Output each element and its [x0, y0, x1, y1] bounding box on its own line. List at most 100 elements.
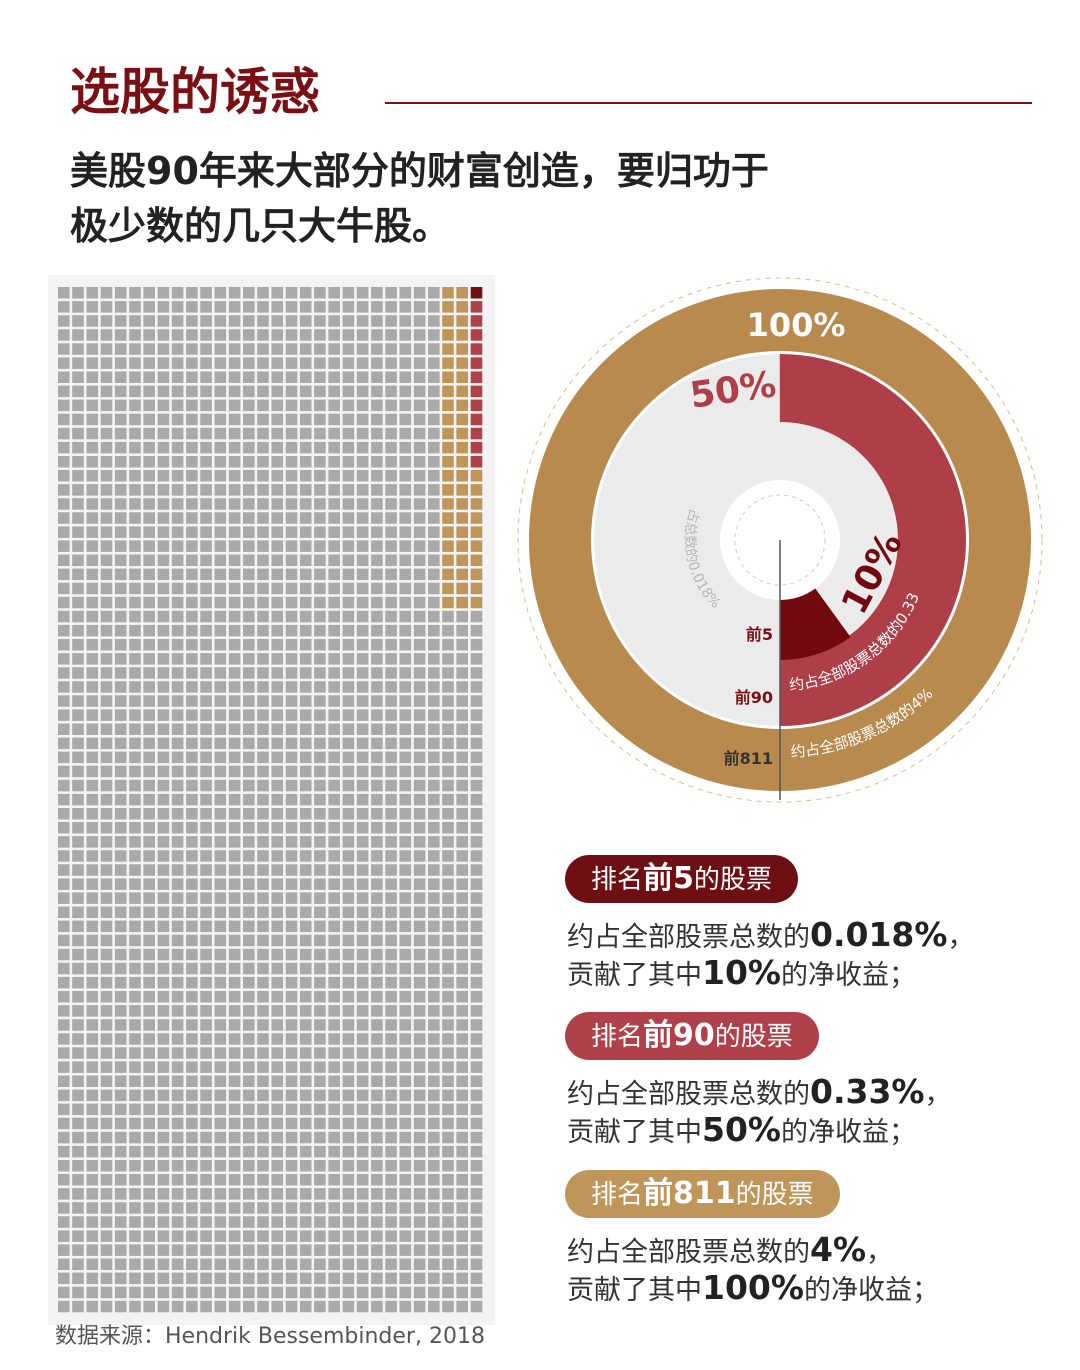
waffle-cell: [257, 1286, 269, 1299]
waffle-cell: [413, 596, 426, 609]
waffle-cell: [228, 540, 241, 552]
waffle-cell: [356, 427, 369, 440]
waffle-cell: [428, 653, 440, 665]
waffle-cell: [299, 1061, 312, 1073]
waffle-cell: [456, 456, 468, 468]
waffle-cell: [171, 526, 184, 538]
waffle-cell: [200, 456, 212, 468]
waffle-cell: [228, 582, 241, 595]
waffle-cell: [114, 582, 127, 595]
waffle-cell: [271, 427, 284, 440]
waffle-cell: [228, 610, 241, 623]
waffle-cell: [413, 1005, 426, 1017]
waffle-cell: [228, 1103, 241, 1116]
waffle-cell: [171, 850, 184, 862]
waffle-cell: [114, 1061, 127, 1073]
waffle-cell: [186, 653, 198, 665]
waffle-cell: [257, 709, 269, 721]
waffle-cell: [299, 1258, 312, 1270]
waffle-cell: [200, 1174, 212, 1186]
waffle-cell: [328, 920, 340, 933]
waffle-cell: [470, 399, 483, 412]
waffle-cell: [342, 808, 355, 820]
waffle-cell: [171, 695, 184, 707]
waffle-cell: [470, 610, 483, 623]
waffle-cell: [143, 1131, 155, 1144]
waffle-cell: [314, 779, 326, 792]
waffle-cell: [356, 540, 369, 552]
waffle-cell: [299, 1131, 312, 1144]
waffle-cell: [228, 948, 241, 961]
waffle-cell: [114, 315, 127, 327]
waffle-cell: [299, 484, 312, 496]
waffle-cell: [285, 892, 298, 904]
waffle-cell: [428, 568, 440, 581]
waffle-cell: [428, 681, 440, 693]
waffle-cell: [342, 1160, 355, 1172]
waffle-cell: [399, 962, 412, 975]
waffle-cell: [413, 892, 426, 904]
waffle-cell: [428, 948, 440, 961]
waffle-cell: [129, 470, 141, 482]
waffle-cell: [399, 357, 412, 369]
waffle-cell: [100, 1005, 113, 1017]
waffle-cell: [129, 723, 141, 735]
waffle-cell: [413, 554, 426, 566]
waffle-cell: [72, 343, 84, 355]
waffle-cell: [186, 948, 198, 961]
waffle-cell: [285, 540, 298, 552]
waffle-cell: [356, 1272, 369, 1285]
waffle-cell: [114, 1216, 127, 1228]
waffle-cell: [285, 582, 298, 595]
waffle-cell: [470, 568, 483, 581]
waffle-cell: [271, 906, 284, 918]
waffle-cell: [428, 1075, 440, 1087]
waffle-cell: [356, 287, 369, 299]
waffle-cell: [413, 526, 426, 538]
waffle-cell: [413, 934, 426, 947]
waffle-cell: [342, 470, 355, 482]
waffle-cell: [58, 1258, 70, 1270]
waffle-cell: [100, 1033, 113, 1045]
waffle-cell: [257, 1202, 269, 1214]
waffle-cell: [58, 315, 70, 327]
waffle-cell: [413, 1061, 426, 1073]
waffle-cell: [371, 413, 383, 426]
waffle-cell: [58, 470, 70, 482]
waffle-cell: [299, 976, 312, 989]
waffle-cell: [72, 1131, 84, 1144]
waffle-cell: [200, 639, 212, 651]
waffle-cell: [271, 639, 284, 651]
waffle-cell: [243, 329, 255, 341]
waffle-cell: [285, 850, 298, 862]
waffle-cell: [413, 427, 426, 440]
waffle-cell: [328, 1145, 340, 1158]
waffle-cell: [456, 554, 468, 566]
waffle-cell: [214, 653, 227, 665]
waffle-cell: [214, 357, 227, 369]
waffle-cell: [228, 1174, 241, 1186]
waffle-cell: [58, 822, 70, 834]
waffle-cell: [413, 413, 426, 426]
waffle-cell: [285, 568, 298, 581]
waffle-cell: [442, 329, 454, 341]
waffle-cell: [470, 1202, 483, 1214]
waffle-cell: [200, 610, 212, 623]
waffle-cell: [186, 1286, 198, 1299]
waffle-cell: [228, 1033, 241, 1045]
waffle-cell: [129, 1188, 141, 1200]
waffle-cell: [143, 779, 155, 792]
waffle-cell: [200, 793, 212, 806]
waffle-cell: [186, 906, 198, 918]
waffle-cell: [428, 1174, 440, 1186]
waffle-cell: [385, 1033, 397, 1045]
waffle-cell: [299, 596, 312, 609]
waffle-cell: [129, 934, 141, 947]
waffle-cell: [442, 456, 454, 468]
waffle-cell: [129, 1300, 141, 1313]
waffle-cell: [456, 1131, 468, 1144]
waffle-cell: [157, 441, 170, 454]
waffle-cell: [186, 822, 198, 834]
waffle-cell: [442, 779, 454, 792]
waffle-cell: [114, 1174, 127, 1186]
